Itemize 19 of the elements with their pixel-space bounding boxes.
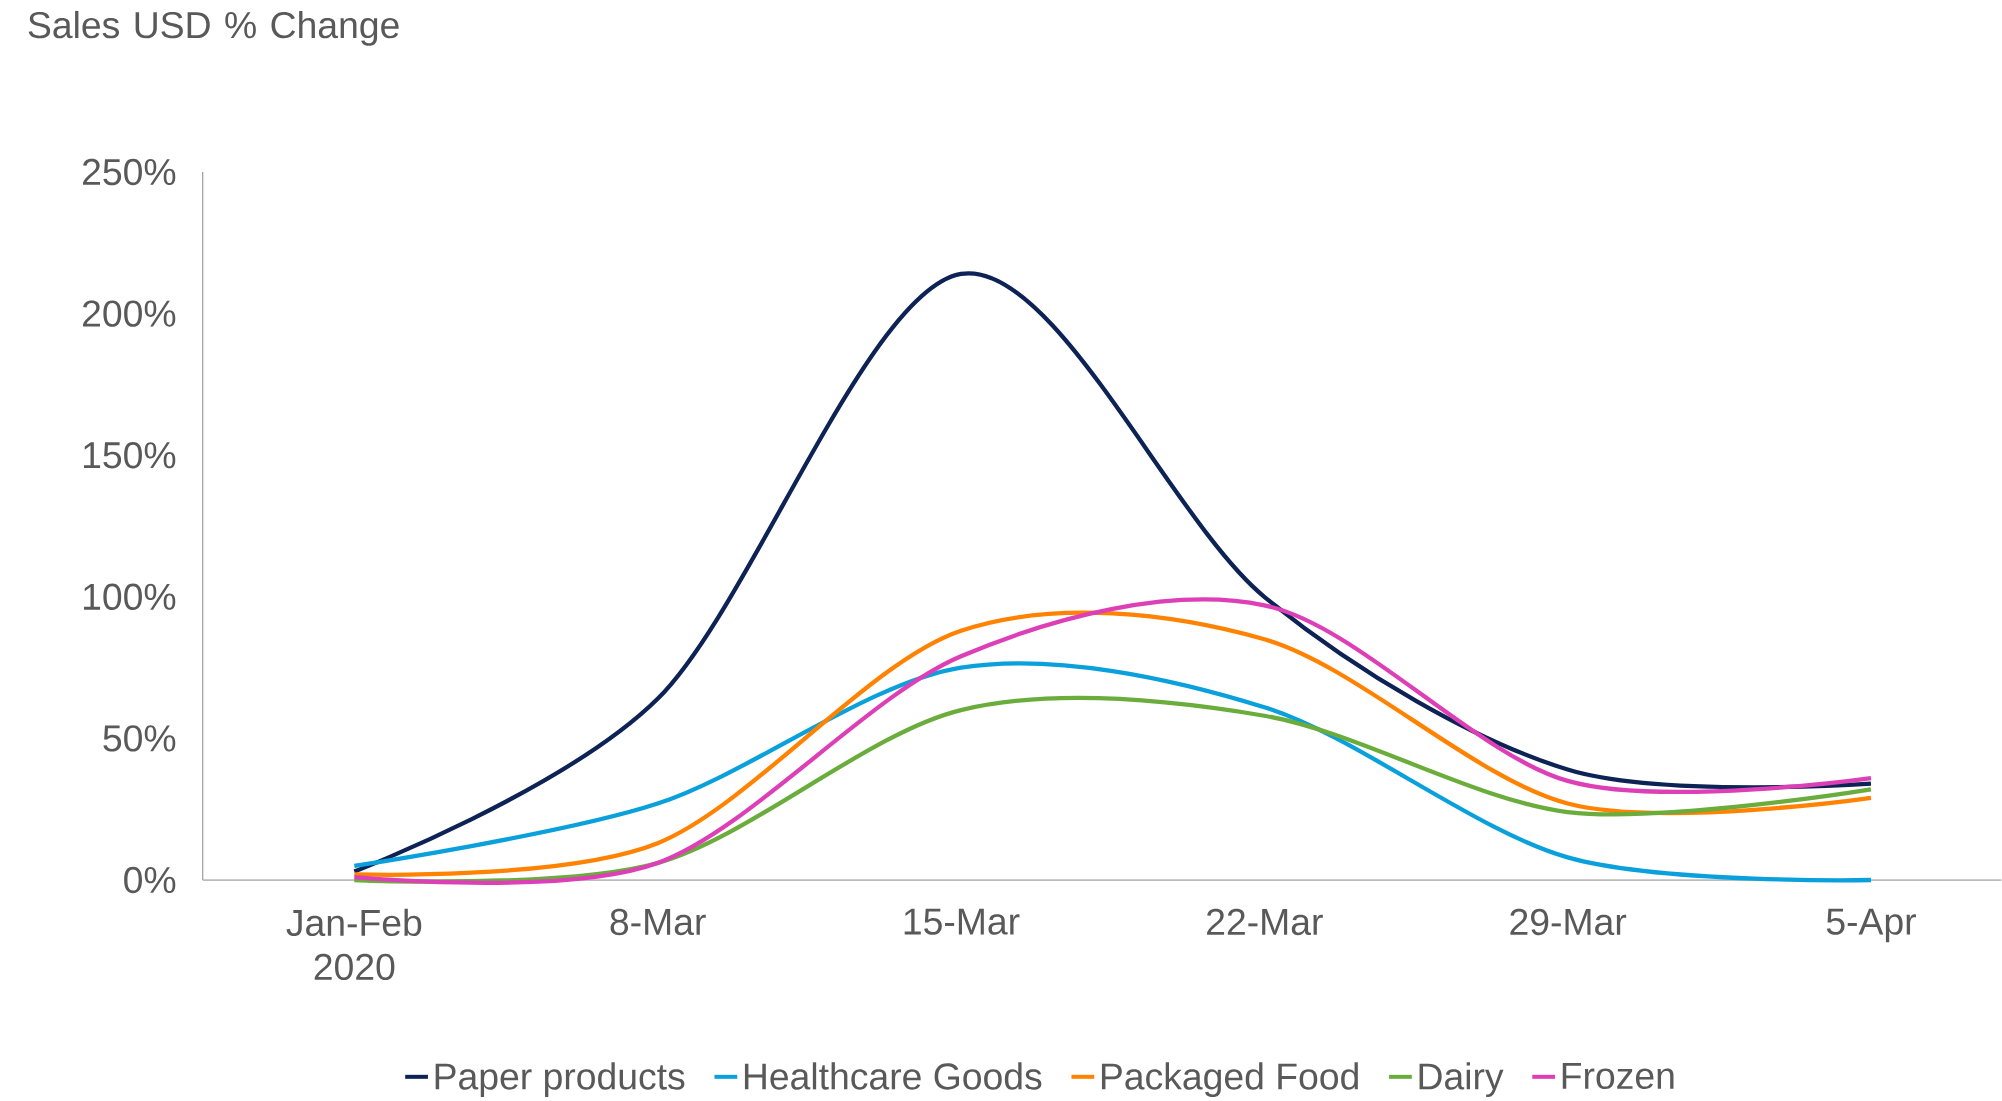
- legend-label: Healthcare Goods: [744, 1062, 1042, 1090]
- line-series: [352, 271, 1874, 874]
- y-tick-label: 100%: [83, 583, 176, 611]
- y-tick-label: 200%: [83, 300, 176, 327]
- x-tick-label: Jan-Feb 2020: [286, 908, 422, 981]
- y-tick-label: 250%: [83, 158, 176, 186]
- legend-label: Paper products: [435, 1062, 685, 1098]
- x-tick-label: 15-Mar: [904, 908, 1020, 935]
- legend-label: Packaged Food: [1101, 1062, 1358, 1098]
- legend-label: Frozen: [1562, 1062, 1674, 1090]
- legend-label: Dairy: [1419, 1062, 1504, 1098]
- y-tick-label: 50%: [103, 725, 176, 752]
- x-tick-label: 22-Mar: [1207, 908, 1323, 936]
- x-tick-label: 29-Mar: [1510, 908, 1627, 936]
- y-axis-title: Sales USD % Change: [28, 10, 399, 46]
- x-tick-label: 8-Mar: [610, 908, 706, 936]
- x-tick-label: 5-Apr: [1826, 908, 1916, 943]
- y-tick-label: 150%: [83, 442, 176, 469]
- y-tick-label: 0%: [124, 866, 176, 894]
